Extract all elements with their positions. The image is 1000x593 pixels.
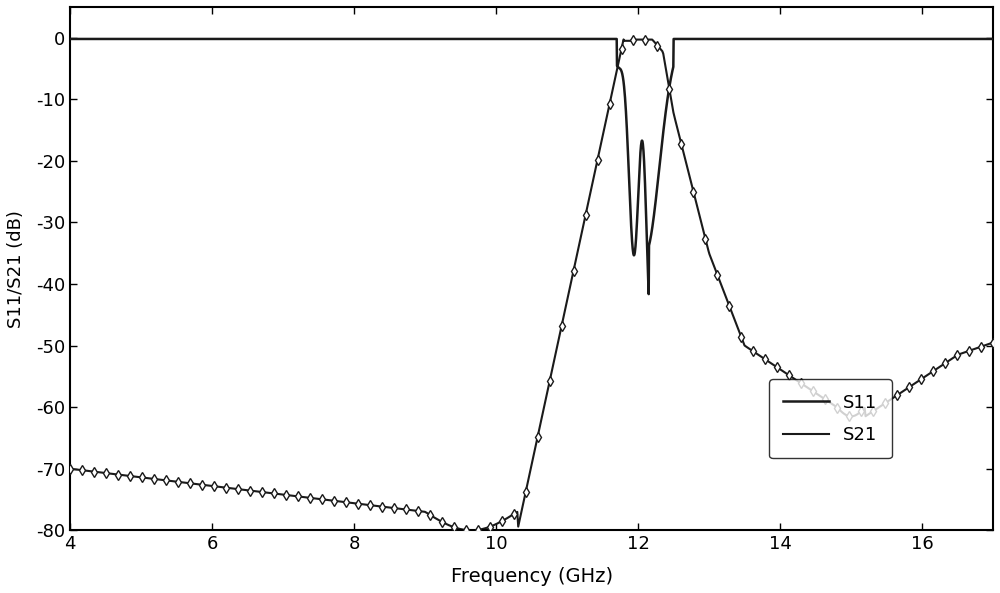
Y-axis label: S11/S21 (dB): S11/S21 (dB) [7, 210, 25, 327]
S11 [224, 36, 236, 43]
S11 [64, 36, 76, 43]
S11 [969, 36, 981, 43]
S11 [870, 36, 882, 43]
S11 [169, 36, 181, 43]
Legend: S11, S21: S11, S21 [769, 379, 892, 458]
Line: S11: S11 [70, 39, 993, 294]
S11 [643, 291, 655, 298]
Line: S21: S21 [70, 40, 993, 530]
S21 [618, 36, 630, 43]
S21 [465, 527, 477, 534]
S21 [700, 237, 712, 244]
S11 [418, 36, 430, 43]
S21 [987, 339, 999, 346]
S21 [786, 374, 798, 381]
S11 [987, 36, 999, 43]
S21 [64, 465, 76, 472]
S21 [472, 527, 484, 534]
S21 [802, 384, 814, 391]
S11 [458, 36, 470, 43]
S21 [437, 519, 449, 526]
X-axis label: Frequency (GHz): Frequency (GHz) [451, 567, 613, 586]
S21 [158, 477, 170, 484]
